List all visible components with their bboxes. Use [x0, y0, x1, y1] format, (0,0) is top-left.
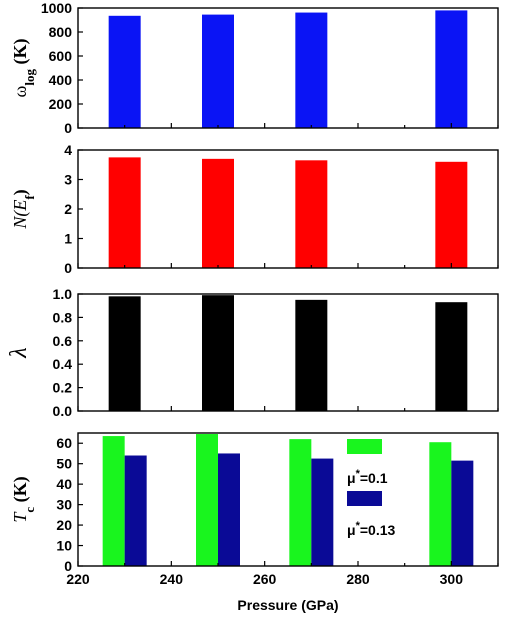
- bar-N_Ef-230: [108, 157, 141, 268]
- plot-frame: [77, 7, 499, 129]
- bar-mu-0-13-270: [311, 458, 334, 566]
- bar-lambda-230: [108, 296, 141, 411]
- legend-label-mu-0-1: μ*=0.1: [347, 468, 388, 486]
- panel-density-of-states: 0 1 2 3 4 N(Ef): [10, 142, 499, 276]
- bar-mu-0-13-250: [218, 453, 240, 566]
- bar-N_Ef-300: [435, 161, 468, 268]
- bar-omega_log-230: [108, 15, 141, 128]
- y-axis-label: λ: [6, 347, 32, 358]
- y-tick-label: 50: [56, 456, 72, 472]
- y-tick-label: 0.2: [53, 380, 73, 396]
- y-tick-label: 0.6: [53, 333, 73, 349]
- bar-omega_log-250: [202, 14, 234, 129]
- bar-lambda-250: [202, 295, 234, 411]
- y-tick-label: 1: [64, 231, 72, 247]
- y-tick-label: 600: [49, 48, 73, 64]
- y-tick-label: 4: [64, 142, 72, 158]
- plot-frame: [77, 293, 499, 412]
- panel-tc: 0 10 20 30 40 50 60 220 240 260 280 300 Tc (K) Pressu…: [10, 432, 499, 613]
- y-tick-label: 400: [49, 72, 73, 88]
- y-tick-label: 0.0: [53, 403, 73, 419]
- y-axis-label: Tc (K): [10, 476, 37, 522]
- plot-frame: [77, 149, 499, 269]
- y-tick-label: 0: [64, 260, 72, 276]
- y-tick-label: 10: [56, 538, 72, 554]
- bar-mu-0-1-270: [289, 439, 312, 566]
- y-tick-label: 0.8: [53, 309, 73, 325]
- y-tick-label: 0: [64, 120, 72, 136]
- y-tick-label: 0: [64, 558, 72, 574]
- y-axis-label: N(Ef): [10, 189, 37, 229]
- legend-swatch-mu-0-13: [347, 491, 382, 506]
- y-tick-label: 1000: [41, 0, 72, 16]
- y-tick-label: 200: [49, 96, 73, 112]
- plot-frame: [77, 432, 499, 567]
- y-axis-label: ωlog (K): [10, 39, 37, 98]
- bar-mu-0-1-230: [102, 436, 125, 566]
- bar-mu-0-1-300: [429, 442, 452, 566]
- y-tick-label: 30: [56, 497, 72, 513]
- y-tick-label: 3: [64, 172, 72, 188]
- bar-N_Ef-270: [295, 160, 328, 268]
- y-tick-label: 20: [56, 517, 72, 533]
- panel-lambda: 0.0 0.2 0.4 0.6 0.8 1.0 λ: [6, 286, 499, 419]
- bar-omega_log-270: [295, 12, 328, 129]
- legend-swatch-mu-0-1: [347, 439, 382, 454]
- legend-label-mu-0-13: μ*=0.13: [347, 520, 395, 538]
- y-tick-label: 2: [64, 201, 72, 217]
- y-tick-label: 1.0: [53, 286, 73, 302]
- bar-mu-0-13-300: [451, 460, 474, 566]
- x-tick-label: 280: [346, 571, 370, 587]
- x-axis-label: Pressure (GPa): [237, 597, 338, 613]
- y-tick-label: 800: [49, 24, 73, 40]
- y-tick-label: 0.4: [53, 356, 73, 372]
- y-tick-label: 60: [56, 435, 72, 451]
- y-tick-label: 40: [56, 476, 72, 492]
- x-tick-label: 220: [66, 571, 90, 587]
- x-tick-label: 300: [440, 571, 464, 587]
- bar-mu-0-1-250: [196, 434, 218, 566]
- bar-mu-0-13-230: [124, 455, 147, 566]
- bar-lambda-270: [295, 299, 328, 411]
- bar-lambda-300: [435, 302, 468, 411]
- x-tick-label: 260: [253, 571, 277, 587]
- bar-N_Ef-250: [202, 158, 234, 268]
- bar-omega_log-300: [435, 10, 468, 128]
- panel-omega-log: 0 200 400 600 800 1000 ωlog (K): [10, 0, 499, 136]
- x-tick-label: 240: [160, 571, 184, 587]
